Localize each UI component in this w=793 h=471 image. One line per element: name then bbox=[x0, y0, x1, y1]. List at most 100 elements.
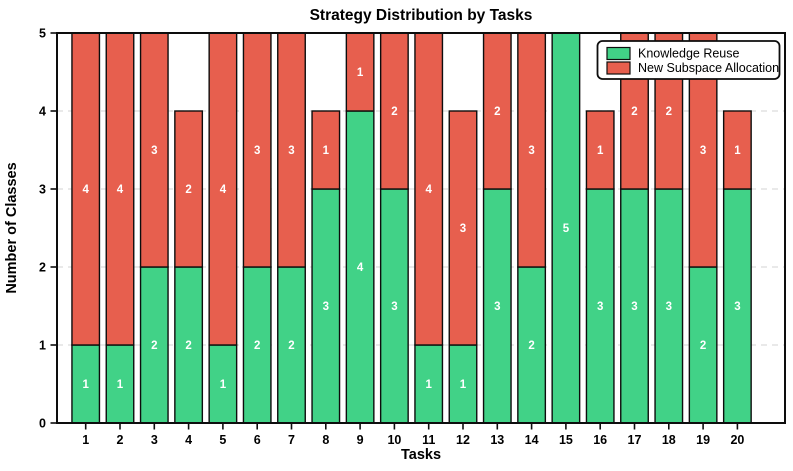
bar-segment-new-subspace-allocation bbox=[448, 110, 478, 346]
y-tick-label: 1 bbox=[39, 339, 46, 353]
bar-value-label: 3 bbox=[528, 145, 534, 157]
x-tick-label: 11 bbox=[422, 433, 435, 447]
bar-value-label: 3 bbox=[391, 301, 397, 313]
bar-value-label: 2 bbox=[288, 340, 294, 352]
bar-segment-knowledge-reuse bbox=[311, 188, 341, 424]
bar-value-label: 1 bbox=[82, 379, 89, 391]
bar-segment-knowledge-reuse bbox=[208, 344, 238, 424]
bar-value-label: 2 bbox=[185, 340, 191, 352]
bar-segment-new-subspace-allocation bbox=[345, 32, 375, 112]
bar-value-label: 1 bbox=[357, 67, 364, 79]
bar-value-label: 1 bbox=[734, 145, 741, 157]
x-tick-label: 14 bbox=[525, 433, 539, 447]
legend-label-new-subspace-allocation: New Subspace Allocation bbox=[638, 61, 779, 75]
bar-segment-new-subspace-allocation bbox=[482, 32, 512, 190]
bar-value-label: 3 bbox=[700, 145, 706, 157]
bar-segment-knowledge-reuse bbox=[345, 110, 375, 424]
bar-segment-new-subspace-allocation bbox=[517, 32, 547, 268]
bar-value-label: 2 bbox=[700, 340, 706, 352]
bar-segment-new-subspace-allocation bbox=[242, 32, 272, 268]
bar-segment-new-subspace-allocation bbox=[174, 110, 204, 268]
y-tick-label: 3 bbox=[39, 183, 46, 197]
bar-segment-new-subspace-allocation bbox=[379, 32, 409, 190]
bar-value-label: 2 bbox=[666, 106, 672, 118]
x-tick-label: 13 bbox=[490, 433, 504, 447]
x-tick-label: 4 bbox=[185, 433, 192, 447]
y-axis-label: Number of Classes bbox=[4, 162, 20, 293]
x-tick-label: 20 bbox=[730, 433, 744, 447]
y-tick-label: 0 bbox=[39, 417, 46, 431]
bar-segment-knowledge-reuse bbox=[242, 266, 272, 424]
bar-value-label: 1 bbox=[323, 145, 330, 157]
bar-value-label: 3 bbox=[597, 301, 603, 313]
bar-value-label: 3 bbox=[494, 301, 500, 313]
bar-segment-knowledge-reuse bbox=[517, 266, 547, 424]
y-tick-label: 4 bbox=[39, 105, 46, 119]
bar-value-label: 2 bbox=[494, 106, 500, 118]
chart-title: Strategy Distribution by Tasks bbox=[310, 7, 533, 24]
x-tick-label: 8 bbox=[322, 433, 329, 447]
legend-swatch-knowledge-reuse bbox=[606, 46, 631, 61]
bar-segment-new-subspace-allocation bbox=[414, 32, 444, 346]
bar-segment-knowledge-reuse bbox=[654, 188, 684, 424]
bar-value-label: 4 bbox=[357, 262, 364, 274]
legend: Knowledge Reuse New Subspace Allocation bbox=[596, 40, 781, 80]
x-tick-label: 7 bbox=[288, 433, 295, 447]
bar-value-label: 3 bbox=[631, 301, 637, 313]
bar-segment-knowledge-reuse bbox=[174, 266, 204, 424]
bar-segment-new-subspace-allocation bbox=[722, 110, 752, 190]
bar-value-label: 4 bbox=[117, 184, 124, 196]
bar-value-label: 3 bbox=[254, 145, 260, 157]
bar-value-label: 3 bbox=[666, 301, 672, 313]
bar-segment-knowledge-reuse bbox=[379, 188, 409, 424]
plot-border bbox=[56, 32, 786, 424]
bar-value-label: 1 bbox=[597, 145, 604, 157]
bar-value-label: 3 bbox=[460, 223, 466, 235]
legend-swatch-new-subspace-allocation bbox=[606, 61, 631, 75]
bar-value-label: 3 bbox=[151, 145, 157, 157]
bar-value-label: 3 bbox=[323, 301, 329, 313]
bar-value-label: 1 bbox=[425, 379, 432, 391]
bar-value-label: 2 bbox=[254, 340, 260, 352]
bar-value-label: 1 bbox=[220, 379, 227, 391]
bar-value-label: 3 bbox=[288, 145, 294, 157]
bar-segment-new-subspace-allocation bbox=[71, 32, 101, 346]
bar-value-label: 2 bbox=[631, 106, 637, 118]
bar-value-label: 2 bbox=[528, 340, 534, 352]
bar-value-label: 1 bbox=[117, 379, 124, 391]
bar-segment-knowledge-reuse bbox=[71, 344, 101, 424]
x-tick-label: 18 bbox=[662, 433, 676, 447]
x-tick-label: 2 bbox=[117, 433, 124, 447]
x-tick-label: 17 bbox=[628, 433, 642, 447]
bar-segment-new-subspace-allocation bbox=[311, 110, 341, 190]
bar-segment-knowledge-reuse bbox=[139, 266, 169, 424]
bar-value-label: 1 bbox=[460, 379, 467, 391]
bar-value-label: 3 bbox=[734, 301, 740, 313]
x-tick-label: 6 bbox=[254, 433, 261, 447]
bars-layer: 1 4 1 4 2 3 2 2 1 4 2 3 2 3 3 1 4 1 3 2 1 4 1 3 3 2 2 3 5 3 1 3 2 3 2 2 3 3 1 bbox=[71, 32, 752, 424]
bar-value-label: 4 bbox=[220, 184, 227, 196]
bar-value-label: 2 bbox=[151, 340, 157, 352]
bar-segment-new-subspace-allocation bbox=[105, 32, 135, 346]
x-tick-label: 19 bbox=[696, 433, 710, 447]
bar-value-label: 4 bbox=[425, 184, 432, 196]
x-tick-label: 16 bbox=[593, 433, 607, 447]
x-tick-label: 15 bbox=[559, 433, 573, 447]
x-axis-label: Tasks bbox=[401, 447, 441, 463]
x-tick-label: 5 bbox=[219, 433, 226, 447]
x-tick-label: 12 bbox=[456, 433, 470, 447]
x-tick-label: 3 bbox=[151, 433, 158, 447]
y-tick-label: 5 bbox=[39, 27, 46, 41]
x-tick-label: 9 bbox=[357, 433, 364, 447]
x-tick-label: 10 bbox=[387, 433, 401, 447]
bar-value-label: 4 bbox=[82, 184, 89, 196]
bar-segment-new-subspace-allocation bbox=[585, 110, 615, 190]
legend-label-knowledge-reuse: Knowledge Reuse bbox=[638, 47, 740, 61]
bar-value-label: 2 bbox=[391, 106, 397, 118]
bar-value-label: 5 bbox=[563, 223, 570, 235]
bar-segment-new-subspace-allocation bbox=[139, 32, 169, 268]
y-tick-label: 2 bbox=[39, 261, 46, 275]
